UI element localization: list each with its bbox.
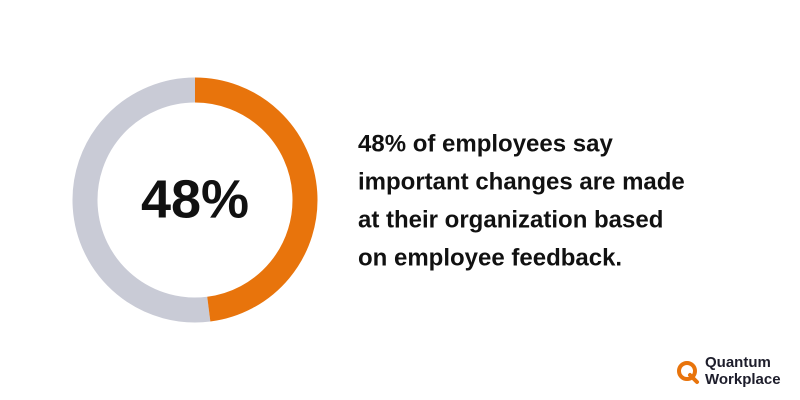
logo-text: Quantum [705,354,771,371]
center-label: 48% [141,169,249,229]
caption-line: on employee feedback. [358,244,622,271]
caption-line: at their organization based [358,206,663,233]
caption-line: important changes are made [358,168,685,195]
logo-icon-tail [688,373,699,384]
donut-segment [72,77,211,323]
logo-text: Workplace [705,371,781,388]
logo: Quantum Workplace [677,354,781,388]
logo-icon [677,361,697,381]
donut-segment [194,77,318,322]
caption-line: 48% of employees say [358,130,613,157]
donut [72,77,318,323]
